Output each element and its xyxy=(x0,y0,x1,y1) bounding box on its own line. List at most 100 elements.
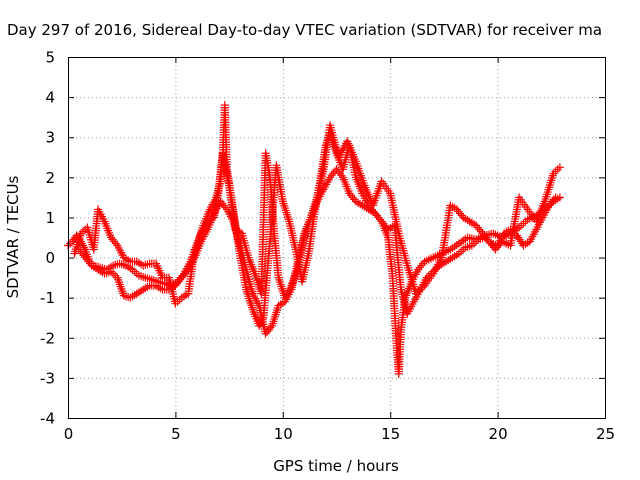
data-point xyxy=(82,255,91,264)
data-point xyxy=(337,171,346,180)
data-point xyxy=(143,274,152,283)
data-point xyxy=(174,277,183,286)
data-point xyxy=(553,165,562,174)
data-point xyxy=(266,323,275,332)
data-point xyxy=(171,281,180,290)
data-point xyxy=(519,219,528,228)
data-point xyxy=(81,253,90,262)
data-point xyxy=(173,279,182,288)
data-point xyxy=(545,201,554,210)
data-point xyxy=(380,221,389,230)
data-point xyxy=(327,171,336,180)
data-point xyxy=(181,269,190,278)
x-tick-label: 25 xyxy=(596,425,615,443)
data-point xyxy=(414,265,423,274)
data-point xyxy=(345,189,354,198)
data-point xyxy=(76,247,85,256)
data-point xyxy=(115,259,124,268)
y-tick-label: -1 xyxy=(40,289,55,307)
data-point xyxy=(475,225,484,234)
data-point xyxy=(84,257,93,266)
data-point xyxy=(218,199,227,208)
y-axis-label: SDTVAR / TECUs xyxy=(4,175,22,298)
data-point xyxy=(518,239,527,248)
data-point xyxy=(216,197,225,206)
data-point xyxy=(80,243,89,252)
data-point xyxy=(514,233,523,242)
data-series xyxy=(74,165,560,338)
data-point xyxy=(221,203,230,212)
data-point xyxy=(350,195,359,204)
plot-frame xyxy=(68,57,606,419)
data-point xyxy=(452,205,461,214)
x-tick-label: 0 xyxy=(64,425,74,443)
data-point xyxy=(263,327,272,336)
data-point xyxy=(374,213,383,222)
data-point xyxy=(549,195,558,204)
data-point xyxy=(86,259,95,268)
data-point xyxy=(512,231,521,240)
data-point xyxy=(111,239,120,248)
data-point xyxy=(134,271,143,280)
data-point xyxy=(551,193,560,202)
data-point xyxy=(467,241,476,250)
x-tick-label: 15 xyxy=(381,425,400,443)
data-point xyxy=(326,173,335,182)
data-point xyxy=(348,193,357,202)
data-point xyxy=(219,201,228,210)
data-point xyxy=(264,325,273,334)
data-point xyxy=(179,271,188,280)
data-point xyxy=(108,235,117,244)
y-tick-label: -3 xyxy=(40,369,55,387)
data-points xyxy=(64,101,564,378)
data-point xyxy=(106,233,115,242)
data-point xyxy=(68,237,77,246)
y-tick-label: 4 xyxy=(45,89,55,107)
data-point xyxy=(335,169,344,178)
y-tick-label: -4 xyxy=(40,410,55,428)
x-tick-label: 20 xyxy=(489,425,508,443)
data-point xyxy=(109,269,118,278)
data-point xyxy=(79,251,88,260)
data-point xyxy=(472,221,481,230)
y-tick-label: 3 xyxy=(45,129,55,147)
data-point xyxy=(79,241,88,250)
x-axis-label: GPS time / hours xyxy=(273,457,399,475)
grid xyxy=(68,57,605,418)
data-point xyxy=(379,219,388,228)
data-point xyxy=(141,260,150,269)
data-point xyxy=(177,273,186,282)
data-point xyxy=(454,207,463,216)
x-tick-label: 5 xyxy=(171,425,181,443)
data-point xyxy=(332,165,341,174)
data-point xyxy=(555,163,564,172)
data-point xyxy=(141,273,150,282)
data-point xyxy=(415,263,424,272)
data-point xyxy=(515,235,524,244)
data-point xyxy=(473,223,482,232)
y-tick-label: -2 xyxy=(40,329,55,347)
y-tick-label: 0 xyxy=(45,249,55,267)
y-tick-label: 5 xyxy=(45,49,55,67)
data-point xyxy=(371,209,380,218)
data-point xyxy=(546,199,555,208)
data-point xyxy=(176,275,185,284)
data-point xyxy=(476,227,485,236)
data-point xyxy=(77,249,86,258)
data-point xyxy=(110,237,119,246)
data-point xyxy=(182,267,191,276)
y-tick-label: 1 xyxy=(45,209,55,227)
data-point xyxy=(456,209,465,218)
data-point xyxy=(382,223,391,232)
data-point xyxy=(255,321,264,330)
data-point xyxy=(124,292,133,301)
data-point xyxy=(143,260,152,269)
data-point xyxy=(461,243,470,252)
data-point xyxy=(517,221,526,230)
data-point xyxy=(417,261,426,270)
chart-title: Day 297 of 2016, Sidereal Day-to-day VTE… xyxy=(7,21,602,39)
data-point xyxy=(516,237,525,246)
data-point xyxy=(457,211,466,220)
